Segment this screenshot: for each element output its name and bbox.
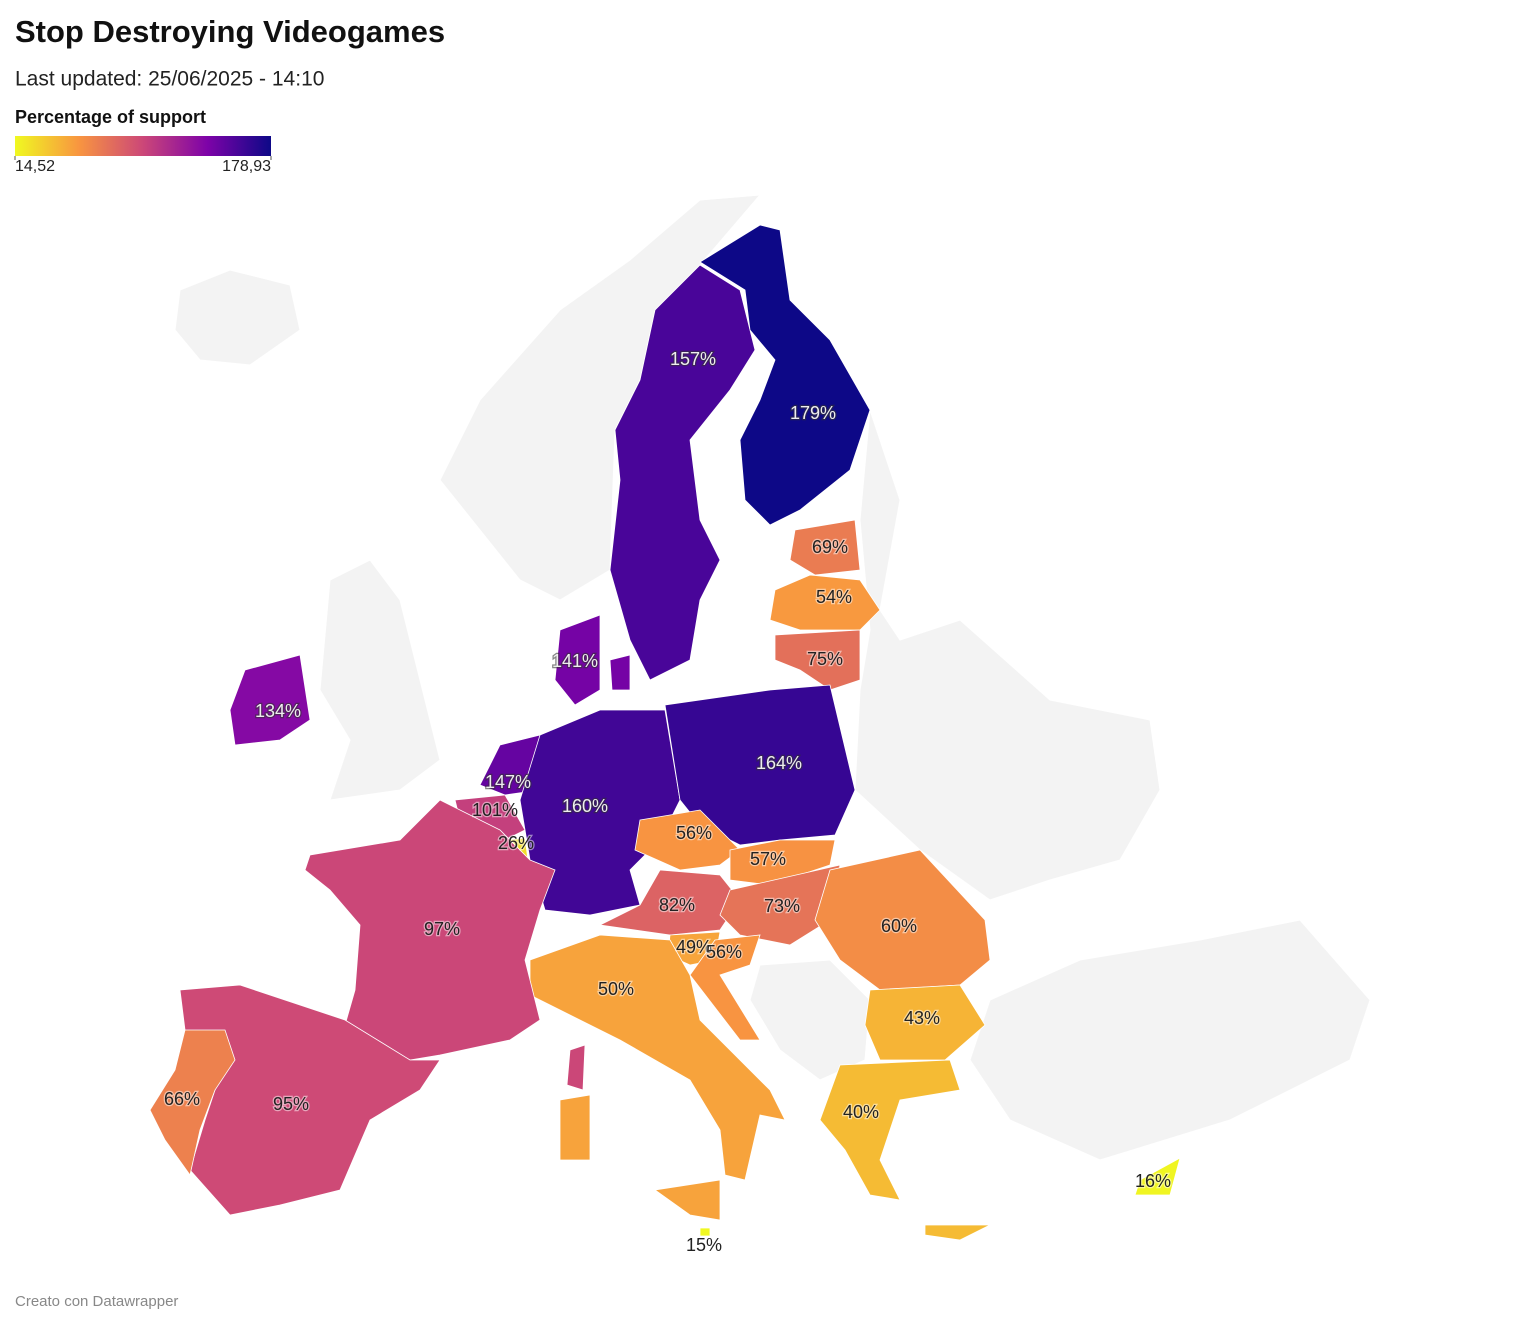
region bbox=[634, 809, 741, 871]
region bbox=[229, 654, 311, 746]
region bbox=[609, 264, 756, 681]
region bbox=[719, 864, 841, 946]
value-label: 157% bbox=[670, 349, 716, 369]
value-label: 179% bbox=[790, 403, 836, 423]
value-label: 54% bbox=[816, 587, 852, 607]
value-label: 101% bbox=[472, 800, 518, 820]
value-label: 164% bbox=[756, 753, 802, 773]
value-label: 15% bbox=[686, 1235, 722, 1255]
region bbox=[699, 1227, 711, 1237]
value-label: 56% bbox=[706, 942, 742, 962]
legend-tick-label: 14,52 bbox=[15, 158, 55, 175]
value-label: 160% bbox=[562, 796, 608, 816]
value-label: 50% bbox=[598, 979, 634, 999]
value-label: 82% bbox=[659, 895, 695, 915]
value-label: 147% bbox=[485, 772, 531, 792]
value-label: 57% bbox=[750, 849, 786, 869]
value-label: 26% bbox=[498, 833, 534, 853]
land bbox=[174, 269, 301, 366]
region bbox=[689, 934, 761, 1041]
region bbox=[819, 1059, 991, 1241]
regions bbox=[149, 224, 1181, 1241]
region bbox=[554, 614, 631, 706]
value-label: 95% bbox=[273, 1094, 309, 1114]
value-label: 16% bbox=[1135, 1171, 1171, 1191]
land bbox=[319, 559, 441, 801]
land bbox=[969, 919, 1371, 1161]
footer: Creato con Datawrapper bbox=[15, 1293, 178, 1310]
value-label: 134% bbox=[255, 701, 301, 721]
value-label: 60% bbox=[881, 916, 917, 936]
legend-gradient bbox=[15, 136, 271, 156]
region bbox=[1134, 1157, 1181, 1196]
value-label: 75% bbox=[807, 649, 843, 669]
value-label: 40% bbox=[843, 1102, 879, 1122]
region bbox=[529, 934, 786, 1221]
region bbox=[304, 799, 586, 1091]
value-label: 141% bbox=[552, 651, 598, 671]
value-label: 56% bbox=[676, 823, 712, 843]
region bbox=[519, 709, 681, 916]
value-label: 97% bbox=[424, 919, 460, 939]
chart-title: Stop Destroying Videogames bbox=[15, 14, 445, 49]
chart-subtitle: Last updated: 25/06/2025 - 14:10 bbox=[15, 68, 324, 91]
background-land bbox=[174, 194, 1371, 1161]
value-label: 49% bbox=[676, 937, 712, 957]
region bbox=[729, 839, 836, 886]
region bbox=[769, 574, 881, 631]
land bbox=[854, 409, 1161, 901]
value-label: 69% bbox=[812, 537, 848, 557]
region bbox=[149, 1029, 236, 1176]
legend-title: Percentage of support bbox=[15, 107, 206, 127]
land bbox=[749, 959, 871, 1081]
value-label: 73% bbox=[764, 896, 800, 916]
region bbox=[789, 519, 861, 576]
legend-tick-label: 178,93 bbox=[222, 158, 271, 175]
value-labels: 157% 179% 69% 54% 75% 141% 134% 147% 101% 26% 160%… bbox=[163, 348, 1173, 1257]
region bbox=[699, 224, 871, 526]
value-label: 43% bbox=[904, 1008, 940, 1028]
value-label: 66% bbox=[164, 1089, 200, 1109]
